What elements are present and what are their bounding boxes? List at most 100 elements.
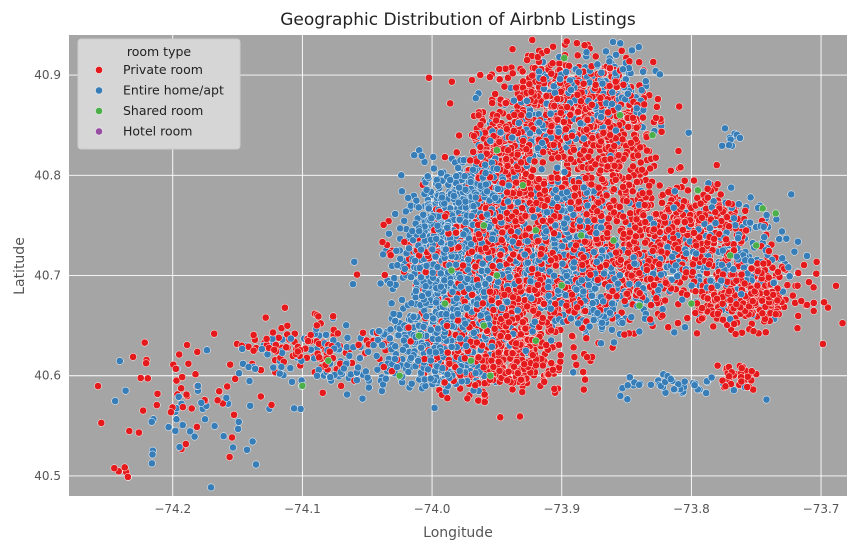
data-point [803, 252, 811, 260]
data-point [376, 279, 385, 288]
data-point [359, 328, 367, 337]
data-point [235, 369, 243, 378]
data-point [379, 250, 387, 259]
data-point [628, 46, 636, 55]
data-point [480, 398, 489, 406]
data-point [684, 128, 693, 137]
data-point [635, 380, 644, 389]
data-point [256, 392, 265, 401]
data-point [658, 305, 667, 314]
data-point [727, 183, 736, 192]
data-point [171, 427, 180, 435]
data-point [191, 370, 200, 379]
data-point [225, 453, 234, 461]
data-point [393, 363, 401, 371]
data-point [623, 381, 632, 390]
data-point [447, 77, 456, 86]
data-point [210, 422, 219, 430]
data-point [491, 90, 500, 98]
data-point [516, 330, 525, 339]
data-point [391, 210, 400, 218]
data-point [731, 221, 740, 230]
data-point [175, 350, 184, 359]
data-point [356, 354, 364, 363]
data-point [329, 312, 338, 321]
data-point [693, 194, 702, 202]
data-point [197, 398, 206, 407]
data-point [421, 382, 430, 390]
data-point [721, 124, 729, 133]
data-point [120, 463, 129, 472]
data-point [398, 296, 406, 304]
data-point [529, 166, 537, 174]
data-point [187, 404, 196, 413]
data-point [664, 323, 673, 332]
data-point [152, 401, 161, 409]
data-point [407, 299, 416, 308]
data-point [404, 194, 412, 202]
data-point [558, 242, 567, 251]
data-point [262, 335, 271, 343]
data-point [761, 328, 770, 337]
data-point [228, 433, 236, 442]
data-point [257, 345, 266, 353]
data-point [194, 382, 202, 390]
data-point [269, 328, 277, 337]
data-point [488, 99, 497, 107]
data-point [625, 373, 634, 382]
data-point [518, 67, 527, 76]
data-point [410, 151, 419, 160]
data-point [681, 323, 689, 332]
data-point [387, 299, 396, 308]
data-point [703, 185, 712, 193]
data-point [342, 321, 351, 330]
data-point [148, 459, 156, 468]
data-point [343, 343, 351, 352]
data-point [111, 397, 120, 405]
data-point [782, 234, 791, 243]
data-point [135, 428, 143, 437]
data-point [684, 186, 692, 195]
data-point [508, 45, 517, 54]
data-point [570, 353, 579, 361]
data-point [566, 155, 575, 163]
data-point [609, 196, 618, 205]
data-point [172, 415, 181, 424]
data-point [389, 309, 398, 318]
data-point [186, 427, 194, 436]
data-point [267, 401, 276, 409]
data-point [608, 325, 616, 334]
data-point [638, 165, 646, 174]
data-point [193, 423, 201, 431]
data-point [378, 387, 386, 395]
data-point [778, 254, 787, 263]
data-point [174, 392, 183, 401]
data-point [629, 162, 637, 171]
data-point [749, 327, 758, 336]
data-point [738, 328, 746, 337]
data-point [231, 375, 240, 383]
data-point [758, 309, 767, 318]
data-point [219, 432, 228, 441]
data-point [374, 336, 382, 344]
data-point [579, 385, 588, 394]
data-point [471, 94, 480, 103]
data-point [675, 102, 684, 111]
data-point [142, 359, 150, 368]
data-point [496, 413, 505, 422]
data-point [430, 404, 439, 412]
data-point [429, 153, 438, 161]
data-point [625, 57, 634, 66]
data-point [178, 421, 187, 429]
data-point [838, 319, 847, 328]
data-point [609, 38, 617, 46]
data-point [645, 181, 654, 190]
data-point [372, 352, 381, 360]
data-point [658, 198, 666, 207]
data-point [707, 373, 716, 382]
data-point [136, 374, 145, 382]
data-point [647, 380, 655, 389]
data-point [788, 291, 797, 300]
data-point [572, 39, 581, 48]
data-point [210, 329, 219, 338]
